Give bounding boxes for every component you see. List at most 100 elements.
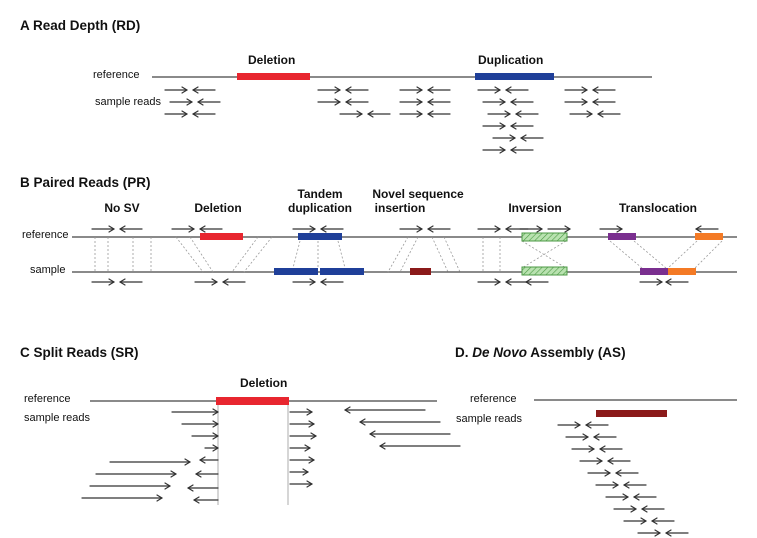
reverse-read-arrow [633,493,657,501]
forward-read-arrow [339,110,363,118]
forward-read-arrow [289,468,309,476]
panel-d-de-novo-assembly: D. De Novo Assembly (AS) reference sampl… [455,345,737,537]
reverse-read-arrow [344,406,426,414]
reverse-read-arrow [320,278,344,286]
forward-read-arrow [289,432,317,440]
reverse-read-arrow [199,456,219,464]
forward-read-arrow [565,433,589,441]
panel-b-translocation-sample-bar-b [668,268,696,275]
forward-read-arrow [547,225,571,233]
forward-read-arrow [289,408,313,416]
forward-read-arrow [399,98,423,106]
forward-read-arrow [639,278,663,286]
forward-read-arrow [91,278,115,286]
forward-read-arrow [289,456,315,464]
reverse-read-arrow [510,146,534,154]
reverse-read-arrow [222,278,246,286]
forward-read-arrow [89,482,171,490]
panel-d-assembled-contig [596,410,667,417]
forward-read-arrow [204,444,219,452]
reverse-read-arrow [599,445,623,453]
reverse-read-arrow [585,421,609,429]
panel-a-sample-label: sample reads [95,96,162,108]
reverse-read-arrow [199,225,223,233]
forward-read-arrow [191,432,219,440]
reverse-read-arrow [615,469,639,477]
forward-read-arrow [171,408,219,416]
forward-read-arrow [317,98,341,106]
forward-read-arrow [109,458,191,466]
forward-read-arrow [317,86,341,94]
panel-c-deletion-bar [216,397,289,405]
reverse-read-arrow [320,225,344,233]
panel-c-sample-label: sample reads [24,412,91,424]
reverse-read-arrow [505,278,529,286]
reverse-read-arrow [359,418,441,426]
reverse-read-arrow [597,110,621,118]
reverse-read-arrow [367,110,391,118]
panel-d-title-italic: De Novo [472,345,527,360]
reverse-read-arrow [192,110,216,118]
forward-read-arrow [289,480,313,488]
panel-b-read-pairs [91,225,719,286]
forward-read-arrow [181,420,219,428]
panel-b-reference-label: reference [22,229,68,241]
panel-a-deletion-bar [237,73,310,80]
panel-c-title: C Split Reads (SR) [20,345,139,360]
panel-b-translocation-sample-bar-a [640,268,668,275]
panel-a-read-depth: A Read Depth (RD) Deletion Duplication r… [20,18,652,154]
panel-b-label-novel-sequence: Novel sequence [372,187,464,201]
forward-read-arrow [492,134,516,142]
forward-read-arrow [81,494,163,502]
reverse-read-arrow [197,98,221,106]
reverse-read-arrow [515,110,539,118]
forward-read-arrow [569,110,593,118]
reverse-read-arrow [505,86,529,94]
panel-b-label-deletion: Deletion [194,201,241,215]
reverse-read-arrow [193,496,219,504]
reverse-read-arrow [187,484,219,492]
forward-read-arrow [482,98,506,106]
forward-read-arrow [292,278,316,286]
forward-read-arrow [169,98,193,106]
panel-d-title-suffix: Assembly (AS) [527,345,626,360]
forward-read-arrow [605,493,629,501]
reverse-read-arrow [427,225,451,233]
reverse-read-arrow [623,481,647,489]
forward-read-arrow [564,86,588,94]
panel-a-title: A Read Depth (RD) [20,18,140,33]
panel-b-novel-insertion-bar [410,268,431,275]
reverse-read-arrow [665,529,689,537]
forward-read-arrow [595,481,619,489]
reverse-read-arrow [119,225,143,233]
forward-read-arrow [587,469,611,477]
reverse-read-arrow [695,225,719,233]
forward-read-arrow [519,225,543,233]
reverse-read-arrow [119,278,143,286]
panel-b-duplication-sample-bar-2 [320,268,364,275]
panel-b-connectors [94,236,723,273]
forward-read-arrow [579,457,603,465]
reverse-read-arrow [665,278,689,286]
reverse-read-arrow [195,470,219,478]
panel-b-duplication-sample-bar-1 [274,268,318,275]
panel-c-deletion-label: Deletion [240,376,287,390]
panel-a-deletion-label: Deletion [248,53,295,67]
reverse-read-arrow [510,98,534,106]
reverse-read-arrow [520,134,544,142]
forward-read-arrow [399,225,423,233]
panel-b-title: B Paired Reads (PR) [20,175,151,190]
forward-read-arrow [482,122,506,130]
forward-read-arrow [477,225,501,233]
forward-read-arrow [194,278,218,286]
reverse-read-arrow [379,442,461,450]
panel-b-inversion-sample-bar [521,266,568,276]
panel-b-label-tandem: Tandem [297,187,342,201]
reverse-read-arrow [593,433,617,441]
panel-a-duplication-label: Duplication [478,53,543,67]
forward-read-arrow [292,225,316,233]
forward-read-arrow [571,445,595,453]
forward-read-arrow [399,110,423,118]
panel-d-title-prefix: D. [455,345,472,360]
panel-c-split-reads: C Split Reads (SR) Deletion reference sa… [20,345,461,505]
